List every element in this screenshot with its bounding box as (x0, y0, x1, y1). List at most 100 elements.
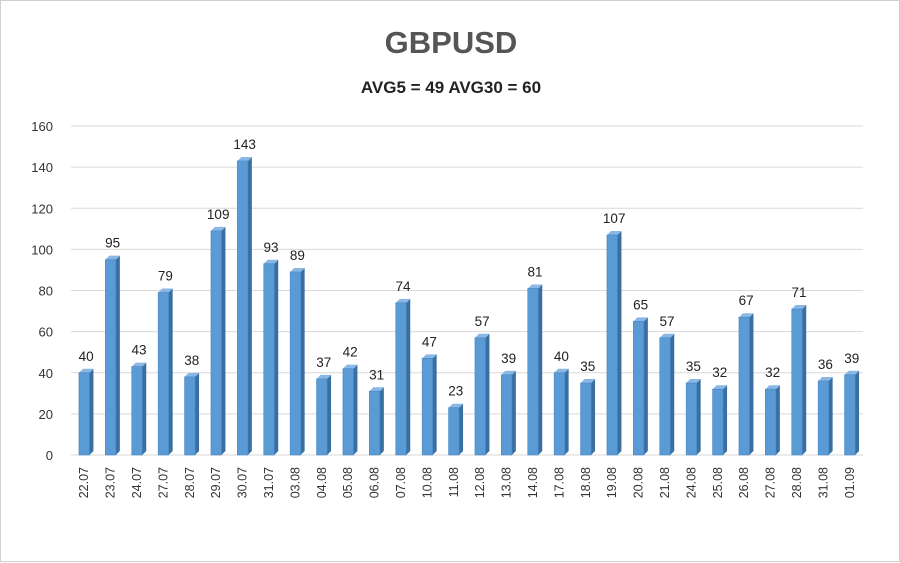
bar-front (78, 372, 90, 456)
bar-front (765, 388, 777, 456)
data-label: 39 (844, 351, 859, 366)
bar-front (263, 263, 275, 456)
bar (685, 379, 701, 456)
bar-top (633, 317, 648, 322)
bar-top (818, 376, 833, 381)
bar-top (158, 288, 173, 293)
bar-side (511, 370, 516, 455)
data-label: 43 (131, 343, 146, 358)
y-tick-label: 140 (31, 160, 53, 175)
bar-top (448, 403, 464, 408)
x-tick-label: 28.08 (790, 467, 804, 498)
bar (342, 364, 358, 456)
x-tick-label: 18.08 (579, 467, 593, 498)
bar-top (738, 313, 754, 318)
bar-top (78, 368, 94, 373)
y-tick-label: 40 (39, 366, 53, 381)
bar-side (828, 376, 833, 455)
x-tick-label: 27.07 (156, 467, 170, 498)
y-tick-label: 20 (39, 407, 53, 422)
data-label: 57 (475, 314, 490, 329)
x-tick-label: 26.08 (737, 467, 751, 498)
bar-top (686, 379, 701, 384)
bar-side (142, 362, 147, 455)
bar (131, 362, 147, 456)
bar (712, 385, 728, 456)
data-label: 40 (79, 349, 94, 364)
bar-side (327, 374, 332, 455)
x-tick-label: 27.08 (764, 467, 778, 498)
x-tick-label: 10.08 (420, 467, 434, 498)
x-tick-label: 06.08 (368, 467, 382, 498)
bar-front (817, 380, 829, 456)
data-label: 32 (765, 365, 780, 380)
data-label: 109 (207, 207, 230, 222)
x-tick-label: 04.08 (315, 467, 329, 498)
bar-front (157, 292, 169, 456)
bar-front (527, 288, 539, 456)
bar (527, 284, 543, 456)
bar-top (342, 364, 358, 369)
bar-front (712, 388, 724, 456)
bar-side (617, 230, 622, 455)
bar-front (553, 372, 565, 456)
x-tick-label: 11.08 (447, 467, 461, 497)
chart-title: GBPUSD (384, 25, 518, 60)
y-tick-label: 80 (39, 284, 53, 299)
data-label: 35 (686, 359, 701, 374)
bar-front (448, 407, 460, 456)
bar (105, 255, 120, 456)
bar (263, 259, 279, 456)
bar-top (844, 370, 860, 375)
data-label: 95 (105, 236, 120, 251)
y-tick-label: 0 (46, 448, 53, 463)
bar-side (538, 284, 543, 455)
data-label: 74 (395, 279, 411, 294)
data-label: 71 (791, 285, 806, 300)
bar (237, 156, 252, 456)
data-label: 67 (739, 293, 754, 308)
x-tick-label: 31.08 (816, 467, 830, 498)
bar-side (643, 317, 648, 455)
bar (448, 403, 464, 456)
bar (289, 267, 305, 456)
bar (553, 368, 569, 456)
bar-side (115, 255, 120, 455)
bar (817, 376, 833, 456)
bar-side (379, 387, 384, 455)
x-tick-label: 22.07 (77, 467, 91, 498)
x-tick-label: 25.08 (711, 467, 725, 498)
bar (421, 354, 437, 456)
bar-front (474, 337, 486, 456)
bar-top (316, 374, 332, 379)
y-tick-label: 60 (39, 325, 53, 340)
bar-side (406, 298, 411, 455)
data-label: 40 (554, 349, 569, 364)
bar-front (395, 302, 407, 456)
bar (210, 226, 226, 456)
bar-front (791, 308, 803, 456)
bar-side (195, 372, 200, 455)
bar-front (633, 321, 645, 456)
y-tick-label: 120 (31, 201, 53, 216)
bar-top (606, 230, 622, 235)
data-label: 38 (184, 353, 199, 368)
bar-side (723, 385, 728, 455)
y-tick-label: 100 (31, 242, 53, 257)
bar-top (527, 284, 543, 289)
data-label: 35 (580, 359, 595, 374)
bar-side (459, 403, 464, 455)
bar-top (290, 267, 305, 272)
bar (184, 372, 200, 456)
bars (78, 156, 860, 456)
x-tick-label: 13.08 (500, 467, 514, 498)
x-tick-label: 05.08 (341, 467, 355, 498)
bar-front (184, 376, 196, 456)
bar-front (342, 368, 354, 456)
bar (501, 370, 516, 456)
bar-top (422, 354, 437, 359)
bar-side (432, 354, 437, 455)
bar-side (274, 259, 279, 455)
